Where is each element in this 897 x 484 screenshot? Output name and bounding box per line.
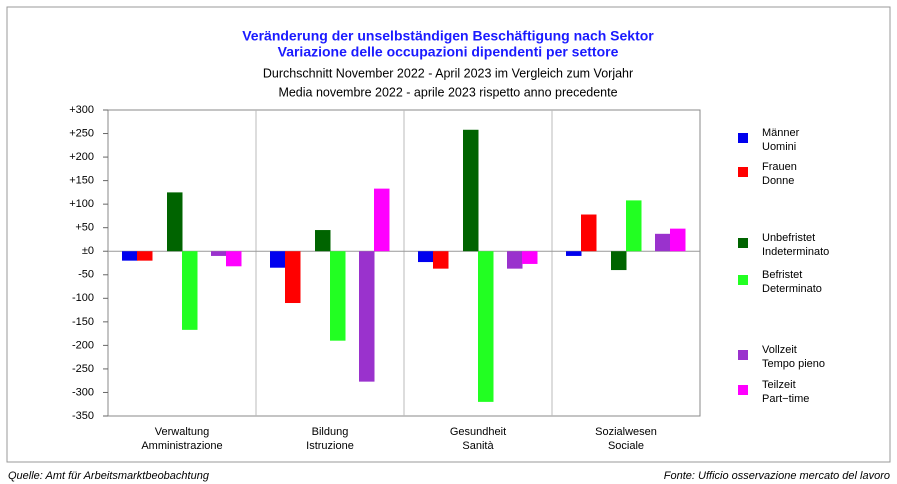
bar bbox=[211, 251, 227, 256]
legend-label: Vollzeit bbox=[762, 344, 797, 356]
x-tick-label: Verwaltung bbox=[155, 426, 209, 438]
bar bbox=[433, 251, 449, 269]
chart-subtitle: Media novembre 2022 - aprile 2023 rispet… bbox=[278, 85, 617, 99]
bar bbox=[655, 233, 671, 252]
legend-label: Männer bbox=[762, 127, 800, 139]
legend-swatch bbox=[738, 385, 748, 395]
chart-subtitle: Durchschnitt November 2022 - April 2023 … bbox=[263, 66, 633, 80]
y-tick-label: +300 bbox=[69, 104, 94, 116]
source: Quelle: Amt für Arbeitsmarktbeobachtung bbox=[8, 470, 210, 482]
x-tick-label: Bildung bbox=[312, 426, 349, 438]
legend-label: Tempo pieno bbox=[762, 358, 825, 370]
x-tick-label: Sozialwesen bbox=[595, 426, 657, 438]
bar bbox=[182, 251, 198, 330]
legend-swatch bbox=[738, 350, 748, 360]
legend-label: Indeterminato bbox=[762, 246, 829, 258]
x-tick-label: Istruzione bbox=[306, 440, 354, 452]
bar bbox=[522, 251, 538, 264]
bar bbox=[670, 228, 686, 252]
legend-swatch bbox=[738, 167, 748, 177]
legend-label: Donne bbox=[762, 175, 794, 187]
source: Fonte: Ufficio osservazione mercato del … bbox=[664, 470, 890, 482]
bar bbox=[478, 251, 494, 402]
bar bbox=[359, 251, 375, 382]
bar bbox=[463, 129, 479, 252]
y-tick-label: -250 bbox=[72, 363, 94, 375]
y-tick-label: +50 bbox=[75, 222, 94, 234]
y-tick-label: +150 bbox=[69, 175, 94, 187]
legend-label: Frauen bbox=[762, 161, 797, 173]
bar bbox=[270, 251, 286, 268]
bar bbox=[566, 251, 582, 256]
y-tick-label: +200 bbox=[69, 151, 94, 163]
x-tick-label: Gesundheit bbox=[450, 426, 506, 438]
y-tick-label: -150 bbox=[72, 316, 94, 328]
bar bbox=[167, 192, 183, 252]
y-tick-label: -200 bbox=[72, 339, 94, 351]
y-tick-label: ±0 bbox=[82, 245, 94, 257]
bar bbox=[611, 251, 627, 271]
bar bbox=[285, 251, 301, 304]
legend-label: Befristet bbox=[762, 269, 802, 281]
x-tick-label: Amministrazione bbox=[141, 440, 222, 452]
legend-label: Determinato bbox=[762, 283, 822, 295]
legend-swatch bbox=[738, 275, 748, 285]
bar bbox=[315, 230, 331, 252]
chart-title: Veränderung der unselbständigen Beschäft… bbox=[242, 28, 654, 44]
chart-title: Variazione delle occupazioni dipendenti … bbox=[278, 44, 619, 60]
y-tick-label: -100 bbox=[72, 292, 94, 304]
legend-label: Uomini bbox=[762, 141, 796, 153]
legend-swatch bbox=[738, 133, 748, 143]
y-tick-label: +250 bbox=[69, 127, 94, 139]
bar bbox=[122, 251, 138, 261]
y-tick-label: -300 bbox=[72, 386, 94, 398]
y-tick-label: +100 bbox=[69, 198, 94, 210]
bar bbox=[137, 251, 153, 261]
bar bbox=[226, 251, 242, 267]
bar bbox=[374, 188, 390, 252]
bar bbox=[581, 214, 597, 252]
legend-swatch bbox=[738, 238, 748, 248]
bar bbox=[626, 200, 642, 252]
legend-label: Part−time bbox=[762, 393, 809, 405]
y-tick-label: -50 bbox=[78, 269, 94, 281]
bar bbox=[418, 251, 434, 263]
legend-label: Teilzeit bbox=[762, 379, 796, 391]
x-tick-label: Sociale bbox=[608, 440, 644, 452]
frame bbox=[6, 6, 891, 463]
legend-label: Unbefristet bbox=[762, 232, 815, 244]
bar bbox=[330, 251, 346, 341]
bar bbox=[507, 251, 523, 269]
x-tick-label: Sanità bbox=[462, 440, 494, 452]
y-tick-label: -350 bbox=[72, 410, 94, 422]
